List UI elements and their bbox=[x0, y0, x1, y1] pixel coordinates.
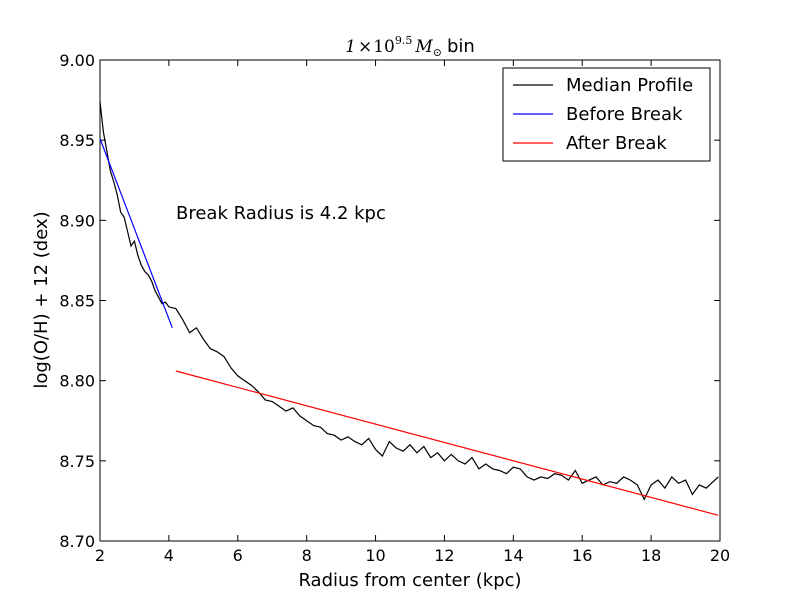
x-tick-label: 10 bbox=[365, 546, 385, 565]
y-tick-label: 8.70 bbox=[59, 532, 95, 551]
y-tick-label: 8.85 bbox=[59, 292, 95, 311]
x-tick-label: 14 bbox=[503, 546, 523, 565]
series-line-after-break bbox=[175, 370, 719, 516]
legend-items: Median Profile Before Break After Break bbox=[513, 75, 693, 154]
x-tick-label: 6 bbox=[233, 546, 243, 565]
series-line-before-break bbox=[99, 138, 173, 329]
x-tick-label: 4 bbox=[164, 546, 174, 565]
title-base: 10 bbox=[373, 37, 395, 57]
y-tick-label: 8.80 bbox=[59, 372, 95, 391]
x-tick-label: 8 bbox=[302, 546, 312, 565]
x-ticks: 2 4 6 8 10 12 14 16 18 20 bbox=[95, 60, 730, 565]
y-tick-label: 8.95 bbox=[59, 131, 95, 150]
title-suffix: bin bbox=[447, 36, 475, 57]
legend-label-after-break: After Break bbox=[566, 133, 667, 154]
chart-title: 1 ×109.5 M⊙ bin bbox=[345, 34, 475, 59]
y-axis-label: log(O/H) + 12 (dex) bbox=[31, 211, 52, 388]
title-times: × bbox=[358, 37, 372, 57]
legend: Median Profile Before Break After Break bbox=[502, 67, 711, 162]
series-layer bbox=[99, 101, 719, 516]
x-tick-label: 16 bbox=[572, 546, 592, 565]
x-tick-label: 2 bbox=[95, 546, 105, 565]
y-ticks: 8.70 8.75 8.80 8.85 8.90 8.95 9.00 bbox=[59, 51, 720, 551]
title-mass-subscript: ⊙ bbox=[433, 46, 442, 59]
title-mass-symbol: M bbox=[414, 37, 433, 57]
title-exponent: 9.5 bbox=[395, 34, 413, 47]
x-tick-label: 20 bbox=[710, 546, 730, 565]
series-line-median-profile bbox=[99, 101, 719, 501]
title-prefix: 1 bbox=[345, 37, 356, 57]
x-tick-label: 18 bbox=[641, 546, 661, 565]
x-axis-label: Radius from center (kpc) bbox=[298, 570, 521, 591]
y-tick-label: 8.90 bbox=[59, 211, 95, 230]
break-radius-annotation: Break Radius is 4.2 kpc bbox=[176, 203, 386, 224]
legend-label-before-break: Before Break bbox=[566, 104, 683, 125]
y-tick-label: 8.75 bbox=[59, 452, 95, 471]
y-tick-label: 9.00 bbox=[59, 51, 95, 70]
x-tick-label: 12 bbox=[434, 546, 454, 565]
legend-label-median-profile: Median Profile bbox=[566, 75, 693, 96]
